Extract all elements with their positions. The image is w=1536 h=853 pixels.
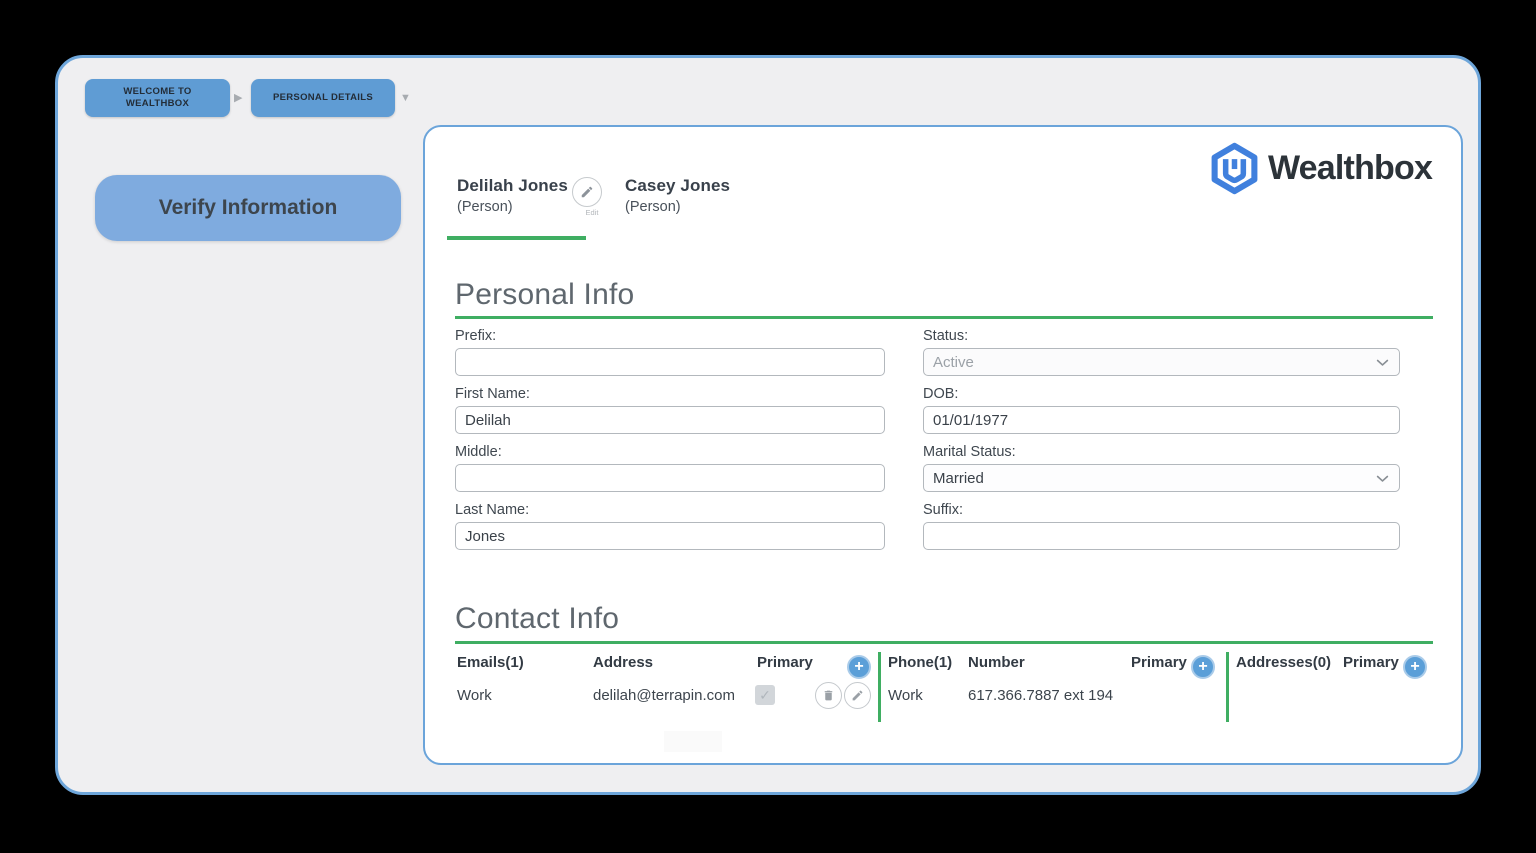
marital-status-label: Marital Status:: [923, 444, 1016, 460]
address-primary-header: Primary: [1343, 654, 1399, 671]
middle-name-field[interactable]: [455, 464, 885, 492]
email-primary-checkbox[interactable]: ✓: [755, 685, 775, 705]
first-name-field[interactable]: [455, 406, 885, 434]
wealthbox-logo: Wealthbox: [1208, 142, 1433, 195]
active-tab-underline: [447, 236, 586, 240]
breadcrumb-personal-details[interactable]: PERSONAL DETAILS: [251, 79, 395, 117]
tab-name: Delilah Jones: [457, 176, 568, 195]
prefix-label: Prefix:: [455, 328, 497, 344]
tab-name: Casey Jones: [625, 176, 731, 195]
section-divider: [455, 641, 1433, 644]
pencil-icon: [852, 690, 863, 701]
tab-subtitle: (Person): [457, 199, 513, 215]
section-divider: [455, 316, 1433, 319]
marital-status-select[interactable]: Married: [923, 464, 1400, 492]
add-address-button[interactable]: +: [1403, 655, 1427, 679]
emails-count-header: Emails(1): [457, 654, 524, 671]
prefix-field[interactable]: [455, 348, 885, 376]
trash-icon: [824, 690, 833, 701]
phone-number-header: Number: [968, 654, 1025, 671]
breadcrumb-label: PERSONAL DETAILS: [273, 91, 373, 103]
add-phone-button[interactable]: +: [1191, 655, 1215, 679]
last-name-field[interactable]: [455, 522, 885, 550]
tab-delilah-jones[interactable]: Delilah Jones (Person): [457, 176, 568, 215]
phone-count-header: Phone(1): [888, 654, 953, 671]
email-address-header: Address: [593, 654, 654, 671]
brand-name: Wealthbox: [1268, 149, 1433, 187]
contact-info-title: Contact Info: [455, 602, 620, 635]
add-email-button[interactable]: +: [847, 655, 871, 679]
status-select[interactable]: Active: [923, 348, 1400, 376]
phone-type-cell: Work: [888, 687, 923, 704]
status-label: Status:: [923, 328, 969, 344]
breadcrumb-label: WELCOME TO WEALTHBOX: [123, 85, 192, 109]
contact-group-divider: [878, 652, 881, 722]
wealthbox-hexagon-icon: [1211, 142, 1258, 195]
phone-primary-header: Primary: [1131, 654, 1187, 671]
wizard-panel: WELCOME TO WEALTHBOX ▶ PERSONAL DETAILS …: [55, 55, 1481, 795]
email-address-cell: delilah@terrapin.com: [593, 687, 735, 704]
arrow-down-icon: ▼: [400, 92, 411, 104]
addresses-count-header: Addresses(0): [1236, 654, 1332, 671]
suffix-label: Suffix:: [923, 502, 964, 518]
dob-field[interactable]: [923, 406, 1400, 434]
verify-information-button[interactable]: Verify Information: [95, 175, 401, 241]
edit-email-button[interactable]: [844, 682, 871, 709]
contact-group-divider: [1226, 652, 1229, 722]
email-type-cell: Work: [457, 687, 492, 704]
marital-status-value: Married: [933, 469, 984, 487]
chevron-down-icon: [1376, 475, 1389, 482]
tab-casey-jones[interactable]: Casey Jones (Person): [625, 176, 730, 215]
hidden-button-placeholder: [664, 731, 722, 752]
contact-details-card: Delilah Jones (Person) Edit Casey Jones …: [423, 125, 1463, 765]
pencil-icon: [572, 177, 602, 207]
chevron-down-icon: [1376, 359, 1389, 366]
status-value: Active: [933, 353, 974, 371]
email-primary-header: Primary: [757, 654, 813, 671]
phone-number-cell: 617.366.7887 ext 194: [968, 687, 1114, 704]
middle-name-label: Middle:: [455, 444, 502, 460]
edit-caption: Edit: [585, 208, 599, 217]
last-name-label: Last Name:: [455, 502, 530, 518]
dob-label: DOB:: [923, 386, 959, 402]
tab-subtitle: (Person): [625, 199, 681, 215]
edit-contact-button[interactable]: Edit: [569, 177, 605, 217]
personal-info-title: Personal Info: [455, 278, 635, 311]
delete-email-button[interactable]: [815, 682, 842, 709]
suffix-field[interactable]: [923, 522, 1400, 550]
checkmark-icon: ✓: [759, 686, 771, 703]
first-name-label: First Name:: [455, 386, 530, 402]
breadcrumb-welcome-to-wealthbox[interactable]: WELCOME TO WEALTHBOX: [85, 79, 230, 117]
arrow-right-icon: ▶: [234, 92, 243, 104]
